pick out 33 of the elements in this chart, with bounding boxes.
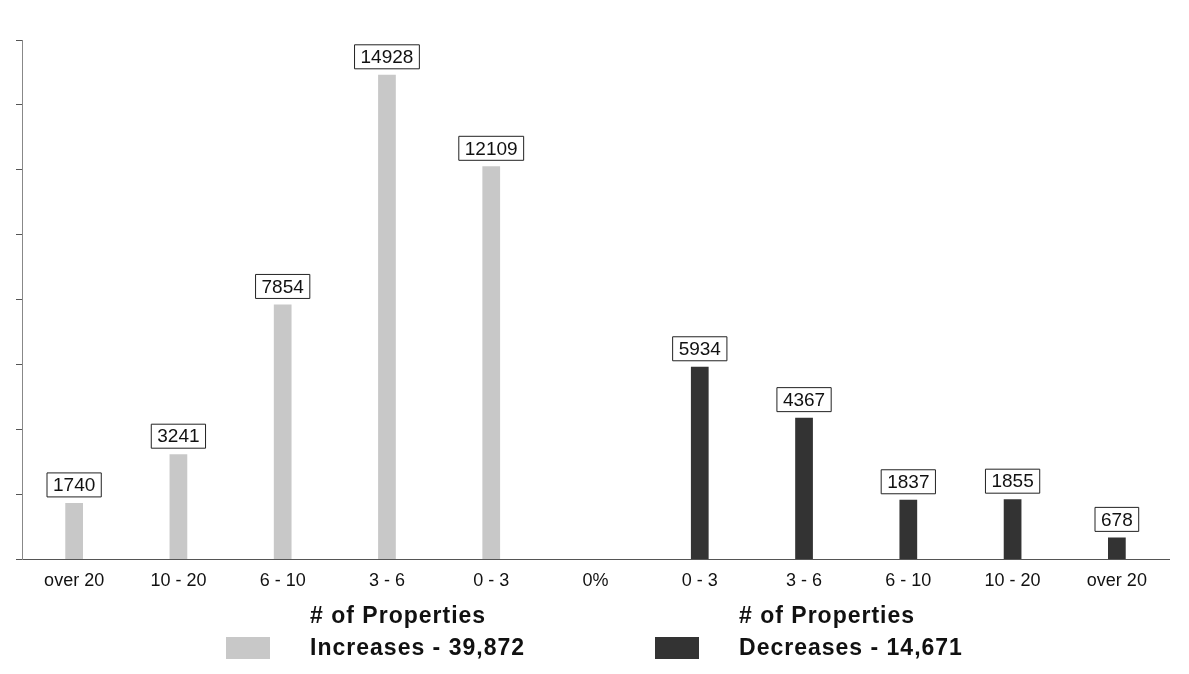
text: # of Properties Increases - 39,872 [310,601,526,662]
bar [378,74,396,559]
data-label: 3241 [157,425,200,447]
x-tick-label: over 20 [44,570,105,591]
x-tick-label: 6 - 10 [885,570,932,591]
x-tick-label: 0 - 3 [681,570,718,591]
x-tick-label: 0 - 3 [473,570,510,591]
x-tick-label: over 20 [1086,570,1147,591]
x-tick-label: 6 - 10 [259,570,306,591]
data-label: 14928 [360,46,414,68]
data-label: 4367 [782,388,826,410]
bar [169,454,188,559]
data-label: 5934 [678,338,722,359]
x-tick-label: 0% [582,570,609,591]
data-label: 1837 [887,471,930,492]
text: # of Properties Decreases - 14,671 [739,601,963,662]
x-tick-label: 3 - 6 [368,570,405,591]
bar [1003,499,1022,559]
x-tick-label: 3 - 6 [786,570,823,591]
data-label: 12109 [464,137,518,159]
bar [899,499,918,559]
data-label: 7854 [261,275,305,297]
bar [690,366,709,559]
x-tick-label: 10 - 20 [984,570,1041,591]
bar [273,304,292,559]
data-label: 1740 [53,474,96,496]
x-tick-label: 10 - 20 [150,570,207,591]
data-label: 1855 [991,470,1034,492]
bar [482,166,501,559]
bar [795,417,813,559]
bar [1108,537,1126,559]
data-label: 678 [1101,508,1133,530]
bar [65,502,83,559]
